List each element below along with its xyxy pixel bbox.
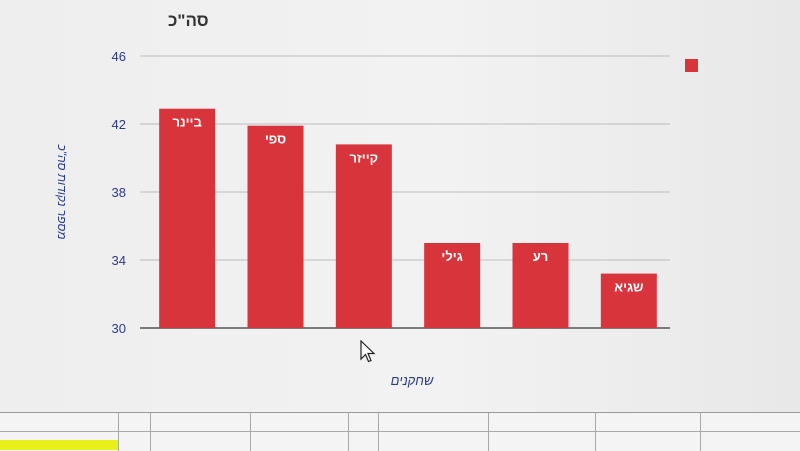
bar-category-label: שגיא	[614, 280, 643, 295]
chart-panel: סה"כ מספר נקודות סה"כ שחקנים 30 34 38 42 46 …	[0, 0, 800, 412]
spreadsheet-grid	[0, 412, 800, 451]
grid-cell[interactable]	[150, 413, 151, 451]
bar[interactable]	[335, 144, 392, 328]
grid-cell[interactable]	[250, 413, 251, 451]
grid-cell[interactable]	[378, 413, 379, 451]
grid-row-line	[0, 431, 800, 432]
bar-category-label: ספי	[265, 132, 286, 147]
grid-cell[interactable]	[595, 413, 596, 451]
mouse-cursor-icon	[360, 340, 376, 363]
bar-chart: סה"כ מספר נקודות סה"כ שחקנים 3034384246 …	[55, 11, 698, 388]
bar[interactable]	[600, 273, 657, 328]
bar[interactable]	[247, 125, 304, 328]
bar-category-label: גילי	[441, 249, 463, 264]
y-tick-label: 42	[112, 117, 126, 132]
bar[interactable]	[424, 243, 481, 328]
bar-category-label: קייזר	[350, 150, 379, 165]
grid-cell[interactable]	[700, 413, 701, 451]
y-tick-label: 30	[112, 321, 126, 336]
chart-title: סה"כ	[168, 11, 209, 30]
grid-cell[interactable]	[348, 413, 349, 451]
x-axis-label: שחקנים	[391, 373, 434, 388]
grid-cell[interactable]	[488, 413, 489, 451]
bar-category-label: ביינר	[173, 115, 202, 130]
y-axis-label: מספר נקודות סה"כ	[55, 144, 69, 240]
bar[interactable]	[159, 108, 216, 328]
y-tick-label: 38	[112, 185, 126, 200]
grid-cell[interactable]	[118, 413, 119, 451]
legend-swatch	[685, 59, 698, 72]
bar-category-label: רע	[533, 249, 549, 264]
selected-cell[interactable]	[0, 440, 118, 450]
y-tick-label: 46	[112, 49, 126, 64]
bar[interactable]	[512, 243, 569, 328]
y-tick-label: 34	[112, 253, 126, 268]
